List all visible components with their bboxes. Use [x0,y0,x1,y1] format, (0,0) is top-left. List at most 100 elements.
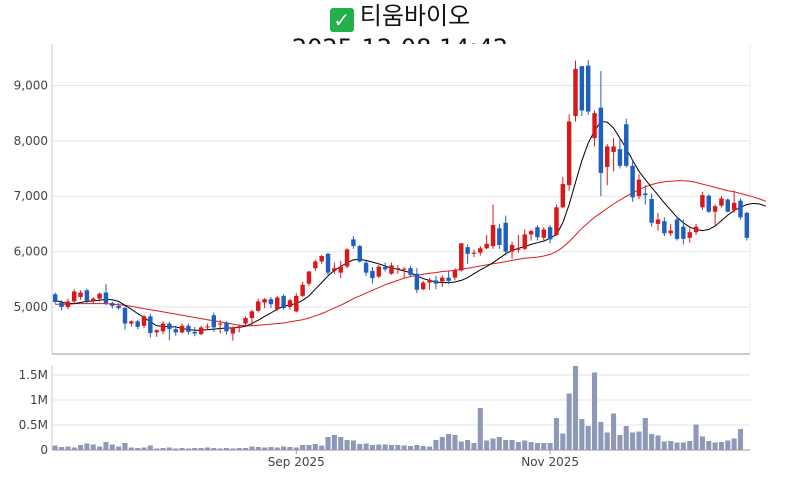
volume-bar [122,443,128,450]
candle [592,110,597,147]
candle [516,234,521,253]
volume-bar [572,366,579,450]
candle-body [192,331,197,334]
candle [370,267,375,284]
candle [211,312,217,332]
volume-bar [401,445,407,450]
volume-bar [706,441,712,450]
candle [71,289,77,305]
candle [236,324,242,333]
candle-body [59,302,64,307]
volume-bar [281,446,287,450]
candle-body [370,270,375,279]
candle [154,329,159,337]
candle [490,204,496,249]
candle [306,270,312,286]
volume-bar [718,442,724,450]
candle-body [332,268,337,271]
volume-bar [439,437,445,450]
volume-bar [395,445,401,450]
volume-bar [376,444,382,450]
price-tick-label: 6,000 [14,245,48,259]
candle-body [535,227,540,238]
volume-bar [388,445,395,450]
candle-body [630,165,635,198]
candle-body [522,234,527,249]
candle [148,313,153,338]
candle-body [287,300,293,307]
volume-bar [484,440,490,450]
candle [287,298,293,310]
volume-bar [331,435,337,450]
candle [382,262,388,272]
candle [59,300,64,311]
volume-bar [90,444,96,450]
candle-body [224,322,229,332]
volume-bar [160,448,166,450]
candle [256,298,261,313]
candle [433,275,439,290]
candle-body [91,298,96,301]
candle-body [427,279,432,283]
candle-body [560,184,566,208]
price-tick-label: 9,000 [14,79,48,93]
candle-body [414,273,420,290]
candle-body [205,326,210,328]
candle [636,174,642,199]
candle-body [129,321,134,324]
volume-tick-label: 0 [40,443,48,457]
candle-body [97,293,102,299]
candle-body [186,325,191,332]
candle [313,259,318,271]
page-title: ✓ 티움바이오 [0,2,800,32]
volume-bar [737,429,744,450]
candle [224,321,229,335]
price-panel: 5,000 6,000 7,000 8,000 9,000 [14,44,767,355]
volume-bar [382,444,388,450]
candle [300,282,305,297]
volume-bar [204,447,211,450]
candle-body [281,295,286,309]
candle [598,71,604,197]
volume-bar [471,443,477,450]
candle [230,326,236,341]
candle [427,278,432,290]
candle-body [649,199,654,223]
candle [611,138,616,172]
candle [681,219,686,245]
volume-bar [433,440,439,450]
volume-bar [446,434,452,450]
candle [198,325,204,336]
candle [129,320,134,327]
candle-body [71,291,77,302]
candle-body [712,206,718,212]
candle [554,204,559,237]
volume-bar [350,440,356,450]
volume-bar [655,435,661,450]
candle-body [598,107,604,173]
volume-bar [699,436,705,450]
candle [465,244,470,264]
candle-body [122,308,128,324]
candle-body [547,227,553,240]
volume-bar [547,443,553,450]
volume-bar [598,422,604,450]
volume-bar [611,413,617,450]
volume-bar [357,444,363,450]
volume-bar [242,448,249,450]
volume-bar [541,443,547,450]
volume-bar [109,444,115,450]
volume-bar [71,447,77,450]
volume-bar [287,447,293,450]
volume-tick-label: 0.5M [19,418,48,432]
volume-bar [420,446,426,450]
volume-bar [319,445,325,450]
candle-body [148,316,153,333]
volume-bar [553,418,560,450]
volume-bar [84,443,90,450]
candle-body [611,146,616,152]
candle [116,303,121,310]
volume-bar [97,446,103,450]
candle-body [376,266,382,277]
candle [700,191,705,211]
